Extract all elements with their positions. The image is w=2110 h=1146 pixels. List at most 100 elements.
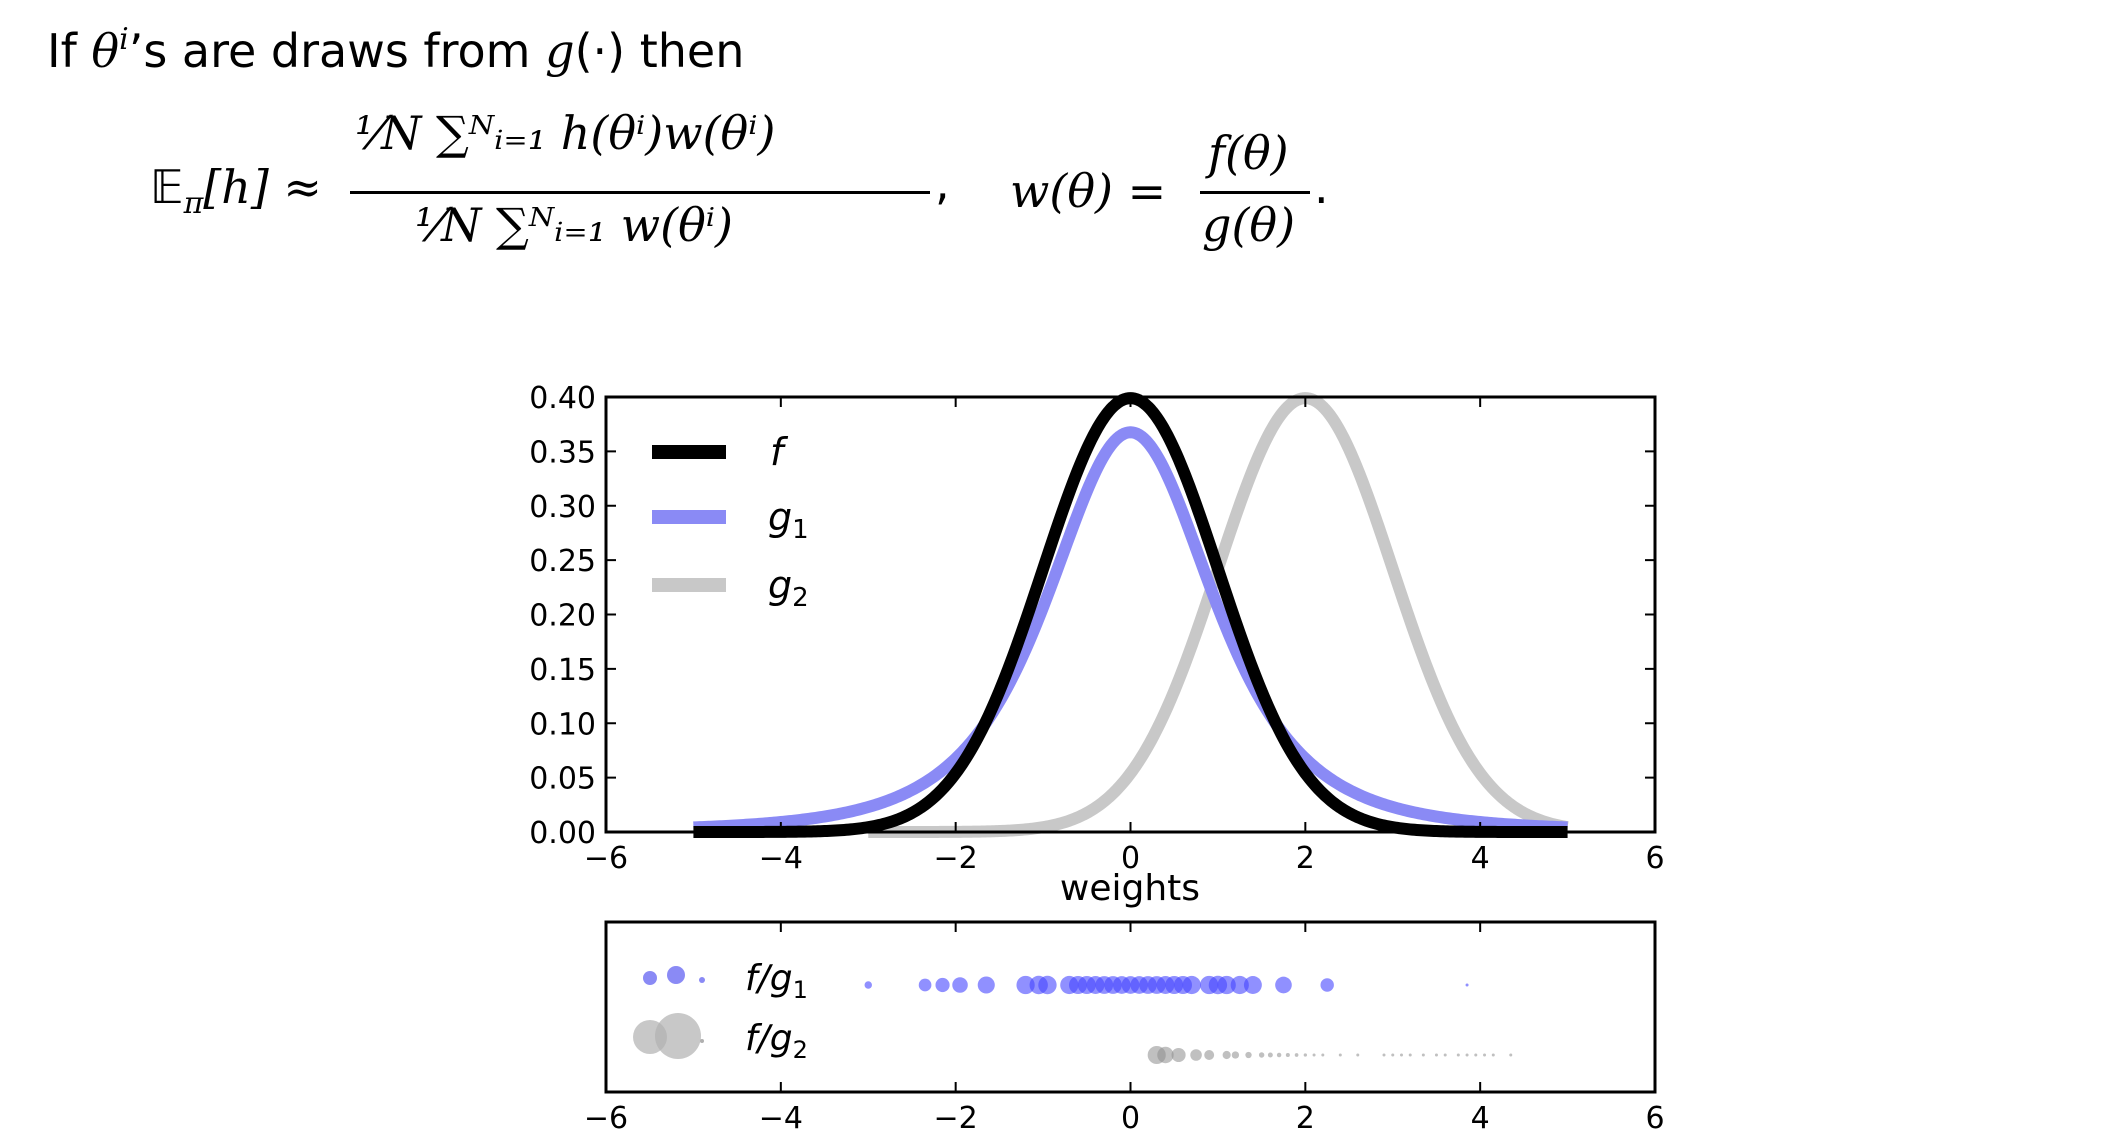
y-axis-ticks: 0.00 0.05 0.10 0.15 0.20 0.25 0.30 0.35 0.40 bbox=[529, 381, 1655, 851]
legend-label-g1: g1 bbox=[768, 495, 809, 545]
intro-prefix: If bbox=[47, 24, 92, 78]
weight-denominator: g(θ) bbox=[1202, 198, 1296, 252]
x-axis-ticks: −6 −4 −2 0 2 4 6 bbox=[584, 397, 1665, 876]
scatter-x-tick-label-3: 0 bbox=[1121, 1101, 1140, 1136]
scatter-x-tick-label-1: −4 bbox=[759, 1101, 803, 1136]
density-legend: f g1 g2 bbox=[652, 430, 809, 613]
legend-label-fg2: f/g2 bbox=[745, 1018, 808, 1064]
scatter-point-fg2-25 bbox=[1456, 1053, 1460, 1057]
fraction-numerator: ¹⁄N ∑ᴺᵢ₌₁ h(θⁱ)w(θⁱ) bbox=[355, 106, 776, 160]
scatter-point-fg1-0 bbox=[864, 981, 872, 989]
scatter-point-fg1-3 bbox=[952, 977, 968, 993]
scatter-point-fg2-15 bbox=[1321, 1053, 1325, 1057]
scatter-point-fg2-14 bbox=[1312, 1053, 1316, 1057]
legend-marker-fg1-a bbox=[643, 971, 657, 985]
y-tick-label-6: 0.30 bbox=[529, 490, 596, 525]
scatter-point-fg1-26 bbox=[1230, 975, 1249, 995]
scatter-point-fg2-6 bbox=[1231, 1051, 1240, 1059]
intro-tail: (·) then bbox=[574, 24, 745, 78]
scatter-point-fg2-22 bbox=[1421, 1053, 1425, 1057]
scatter-point-fg2-13 bbox=[1303, 1053, 1307, 1057]
scatter-point-fg2-19 bbox=[1391, 1053, 1395, 1057]
scatter-point-fg1-2 bbox=[935, 977, 950, 993]
scatter-x-tick-label-2: −2 bbox=[934, 1101, 978, 1136]
curve-g1 bbox=[689, 426, 1572, 834]
scatter-point-fg1-29 bbox=[1320, 978, 1334, 992]
scatter-x-tick-label-5: 4 bbox=[1471, 1101, 1490, 1136]
scatter-point-fg1-5 bbox=[1016, 975, 1035, 995]
legend-label-g2: g2 bbox=[768, 563, 809, 613]
scatter-point-fg2-1 bbox=[1157, 1046, 1174, 1064]
y-tick-label-8: 0.40 bbox=[529, 381, 596, 416]
x-tick-label-4: 2 bbox=[1296, 841, 1315, 876]
legend-label-g1-text: g bbox=[768, 495, 792, 539]
weight-lhs: w(θ) = bbox=[1010, 164, 1167, 218]
scatter-point-fg2-3 bbox=[1190, 1049, 1202, 1061]
x-tick-label-2: −2 bbox=[934, 841, 978, 876]
scatter-point-fg1-1 bbox=[918, 978, 932, 992]
scatter-point-fg1-4 bbox=[977, 976, 995, 994]
scatter-point-fg1-7 bbox=[1038, 975, 1057, 995]
scatter-point-fg2-23 bbox=[1434, 1053, 1438, 1057]
scatter-point-fg2-20 bbox=[1399, 1053, 1403, 1057]
x-tick-label-3: 0 bbox=[1121, 841, 1140, 876]
scatter-point-fg2-11 bbox=[1285, 1052, 1290, 1058]
y-tick-label-7: 0.35 bbox=[529, 435, 596, 470]
legend-label-fg1-sub: 1 bbox=[793, 976, 808, 1004]
intro-rest: ’s are draws from bbox=[128, 24, 546, 78]
scatter-point-fg2-17 bbox=[1356, 1053, 1360, 1057]
scatter-point-fg2-7 bbox=[1245, 1051, 1252, 1059]
scatter-point-fg2-30 bbox=[1509, 1053, 1513, 1057]
x-tick-label-6: 6 bbox=[1645, 841, 1664, 876]
legend-label-f: f bbox=[770, 430, 789, 474]
scatter-point-fg1-27 bbox=[1243, 976, 1262, 994]
scatter-point-fg1-30 bbox=[1465, 983, 1469, 987]
legend-label-fg2-text: f/g bbox=[745, 1018, 793, 1059]
scatter-x-tick-label-0: −6 bbox=[584, 1101, 628, 1136]
scatter-point-fg1-25 bbox=[1217, 975, 1236, 995]
fraction-bar bbox=[350, 191, 930, 194]
x-tick-label-0: −6 bbox=[584, 841, 628, 876]
legend-label-fg1: f/g1 bbox=[745, 958, 808, 1004]
scatter-point-fg2-18 bbox=[1382, 1053, 1386, 1057]
scatter-point-fg2-2 bbox=[1171, 1047, 1186, 1063]
density-curves bbox=[689, 392, 1572, 838]
scatter-point-fg1-28 bbox=[1275, 976, 1292, 994]
legend-label-g2-sub: 2 bbox=[792, 583, 809, 613]
weight-legend: f/g1 f/g2 bbox=[633, 958, 808, 1064]
expectation-subscript: π bbox=[183, 186, 204, 221]
legend-marker-fg1-c bbox=[699, 977, 705, 983]
x-tick-label-1: −4 bbox=[759, 841, 803, 876]
scatter-x-axis-ticks: −6 −4 −2 0 2 4 6 bbox=[584, 922, 1665, 1136]
y-tick-label-4: 0.20 bbox=[529, 599, 596, 634]
scatter-point-fg2-26 bbox=[1465, 1053, 1469, 1057]
intro-theta: θ bbox=[91, 24, 120, 78]
scatter-point-fg2-8 bbox=[1258, 1052, 1265, 1058]
y-tick-label-3: 0.15 bbox=[529, 653, 596, 688]
intro-line: If θi’s are draws from g(·) then bbox=[47, 22, 745, 78]
scatter-point-fg2-29 bbox=[1491, 1053, 1495, 1057]
scatter-point-fg2-12 bbox=[1294, 1053, 1299, 1057]
scatter-x-tick-label-6: 6 bbox=[1645, 1101, 1664, 1136]
equation-period: . bbox=[1314, 160, 1329, 214]
intro-sup-i: i bbox=[119, 22, 129, 57]
fraction-denominator: ¹⁄N ∑ᴺᵢ₌₁ w(θⁱ) bbox=[415, 198, 733, 252]
scatter-point-fg2-5 bbox=[1222, 1050, 1231, 1060]
x-tick-label-5: 4 bbox=[1471, 841, 1490, 876]
scatter-point-fg2-24 bbox=[1443, 1053, 1447, 1057]
legend-label-fg1-text: f/g bbox=[745, 958, 793, 999]
y-tick-label-1: 0.05 bbox=[529, 762, 596, 797]
equation-comma: , bbox=[935, 156, 950, 210]
legend-marker-fg2-b bbox=[655, 1013, 701, 1059]
scatter-point-fg2-10 bbox=[1276, 1052, 1282, 1058]
legend-marker-fg1-b bbox=[667, 966, 685, 984]
weight-plot-frame bbox=[604, 920, 1657, 1094]
scatter-point-fg1-22 bbox=[1182, 975, 1201, 995]
scatter-point-fg2-16 bbox=[1338, 1053, 1342, 1057]
weight-numerator: f(θ) bbox=[1208, 126, 1289, 180]
x-axis-label: weights bbox=[1060, 868, 1200, 909]
y-tick-label-0: 0.00 bbox=[529, 816, 596, 851]
y-tick-label-5: 0.25 bbox=[529, 544, 596, 579]
weight-scatter-points bbox=[864, 975, 1513, 1065]
